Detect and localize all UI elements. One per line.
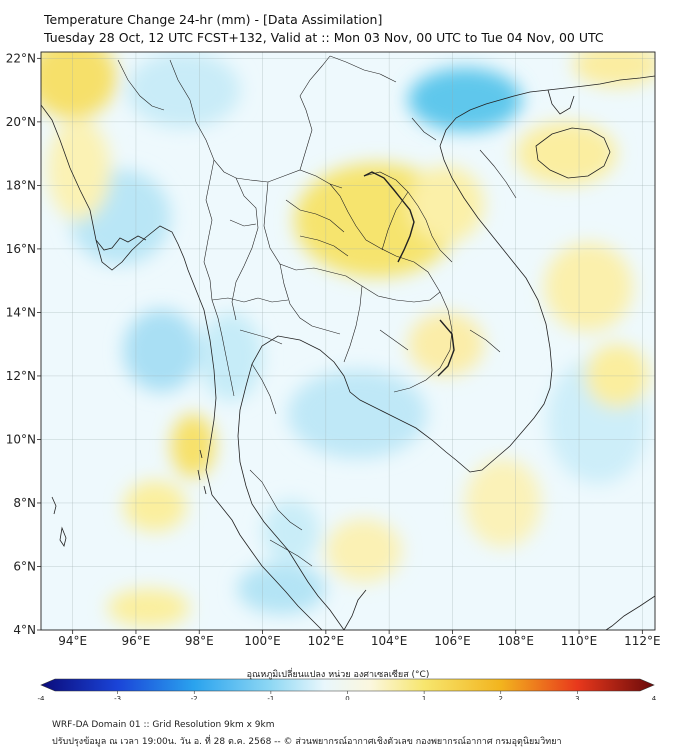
colorbar-tick-label: -3	[114, 695, 121, 700]
field-anomaly	[515, 121, 618, 186]
field-anomaly	[237, 563, 326, 615]
mekong-delta-coast	[439, 145, 553, 473]
map-figure: 22°N 20°N 18°N 16°N 14°N 12°N 10°N 8°N 6°N 4°N 94…	[6, 51, 661, 700]
latitude-label: 20°N	[6, 115, 36, 129]
colorbar-title: อุณหภูมิเปลี่ยนแปลง หน่วย องศาเซลเซียส (…	[246, 670, 430, 680]
longitude-label: 112°E	[624, 634, 661, 648]
footer-model-info: WRF-DA Domain 01 :: Grid Resolution 9km …	[52, 720, 275, 730]
colorbar-tick-label: 0	[345, 695, 349, 700]
axis-ticks	[37, 57, 643, 634]
latitude-label: 16°N	[6, 242, 36, 256]
colorbar-tick-label: 3	[575, 695, 579, 700]
map-subtitle: Tuesday 28 Oct, 12 UTC FCST+132, Valid a…	[44, 30, 604, 45]
colorbar-tick-label: 4	[652, 695, 657, 700]
field-anomaly	[325, 518, 402, 583]
longitude-labels: 94°E 96°E 98°E 100°E 102°E 104°E 106°E 108°E 110…	[58, 634, 660, 648]
footer-credit: ปรับปรุงข้อมูล ณ เวลา 19:00น. วัน อ. ที่…	[52, 737, 562, 747]
latitude-label: 10°N	[6, 432, 36, 446]
colorbar-bar	[40, 678, 655, 692]
temperature-change-field	[41, 52, 655, 627]
longitude-label: 98°E	[185, 634, 214, 648]
field-anomaly	[126, 52, 241, 129]
longitude-label: 96°E	[122, 634, 151, 648]
latitude-label: 8°N	[13, 496, 36, 510]
field-anomaly	[123, 480, 187, 532]
myanmar-coastline	[41, 104, 217, 496]
thai-west-coast	[211, 494, 323, 630]
field-anomaly	[262, 499, 320, 564]
colorbar-tick-label: -4	[38, 695, 46, 700]
field-anomaly	[408, 166, 485, 243]
leizhou-peninsula	[547, 89, 575, 115]
colorbar-ticks: -4 -3 -2 -1 0 1 2 3 4	[38, 691, 657, 700]
coastlines-and-borders	[41, 55, 655, 630]
latitude-label: 22°N	[6, 51, 36, 65]
latitude-label: 6°N	[13, 559, 36, 573]
longitude-label: 102°E	[308, 634, 345, 648]
field-anomaly	[170, 414, 216, 478]
longitude-label: 108°E	[497, 634, 534, 648]
field-anomaly	[199, 312, 263, 402]
longitude-label: 110°E	[561, 634, 598, 648]
map-title: Temperature Change 24-hr (mm) - [Data As…	[44, 12, 383, 27]
field-anomaly	[408, 312, 485, 376]
mergui-archipelago	[197, 449, 207, 495]
colorbar: -4 -3 -2 -1 0 1 2 3 4	[38, 678, 657, 700]
plot-frame	[40, 51, 656, 631]
latitude-label: 14°N	[6, 305, 36, 319]
longitude-label: 94°E	[58, 634, 87, 648]
borneo-coast	[605, 595, 655, 630]
field-anomaly	[123, 309, 200, 392]
field-anomaly	[408, 67, 523, 132]
colorbar-tick-label: -2	[191, 695, 198, 700]
andaman-islands	[51, 496, 67, 547]
field-anomaly	[47, 118, 111, 221]
longitude-label: 106°E	[434, 634, 471, 648]
highlighted-border	[363, 171, 415, 263]
longitude-label: 100°E	[244, 634, 281, 648]
malay-east-coast	[343, 589, 367, 630]
highlighted-border-south	[437, 319, 455, 377]
field-anomaly	[544, 242, 633, 332]
colorbar-tick-label: 2	[499, 695, 503, 700]
delta-coastline	[95, 235, 147, 251]
field-anomaly	[107, 588, 190, 627]
field-anomaly	[287, 369, 428, 459]
latitude-label: 4°N	[13, 623, 36, 637]
longitude-label: 104°E	[371, 634, 408, 648]
hainan-island	[535, 127, 611, 179]
plot-area	[41, 52, 655, 630]
colorbar-tick-label: -1	[267, 695, 274, 700]
field-anomaly	[41, 52, 117, 119]
latitude-label: 12°N	[6, 369, 36, 383]
latitude-labels: 22°N 20°N 18°N 16°N 14°N 12°N 10°N 8°N 6°N 4°N	[6, 51, 36, 637]
colorbar-tick-label: 1	[422, 695, 426, 700]
latitude-label: 18°N	[6, 178, 36, 192]
gulf-of-tonkin-coast	[439, 75, 655, 147]
